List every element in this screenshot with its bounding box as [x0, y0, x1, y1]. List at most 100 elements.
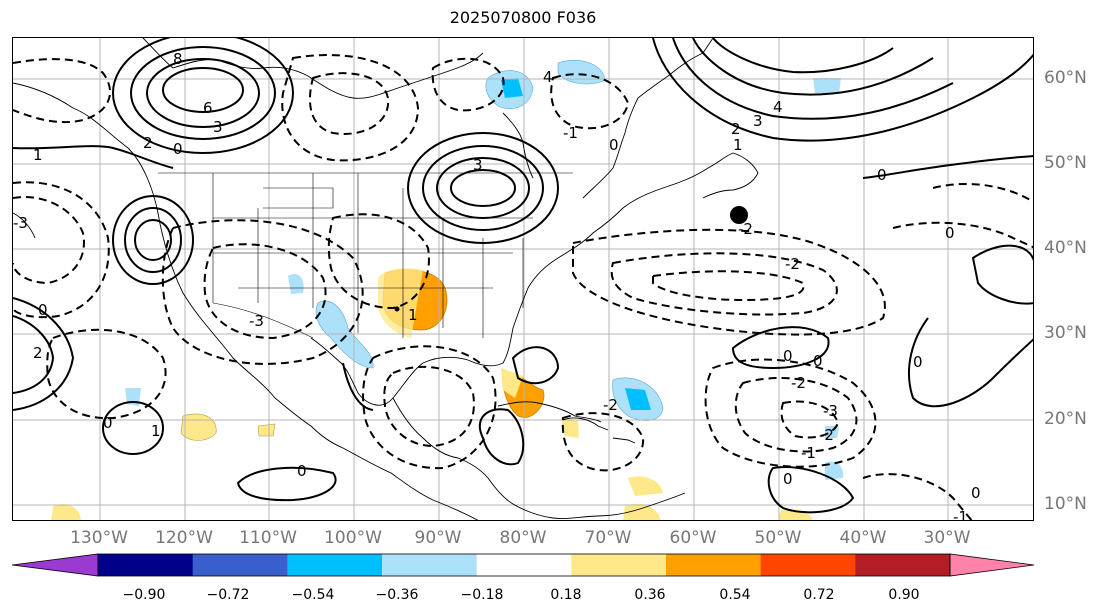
cb-tick-label: 0.18 — [550, 587, 582, 603]
label-neg3b: -3 — [823, 402, 838, 420]
lon-label-130w: 130°W — [70, 528, 128, 548]
colorbar-right-arrow — [949, 553, 1035, 577]
shade-positive-pacific2 — [257, 423, 276, 437]
label-0h: 0 — [783, 470, 793, 488]
map-title: 2025070800 F036 — [449, 8, 597, 27]
shade-negative-mid2 — [825, 426, 839, 438]
cb-tick-label: −0.18 — [460, 587, 504, 603]
lon-label-100w: 100°W — [324, 528, 382, 548]
label-2: 2 — [143, 134, 153, 152]
cb-tick-label: −0.90 — [122, 587, 166, 603]
shade-negative-texas — [315, 300, 374, 369]
label-neg2: -2 — [738, 220, 753, 238]
colorbar-bin — [98, 554, 194, 576]
label-6: 6 — [203, 99, 213, 117]
label-0: 0 — [173, 140, 183, 158]
label-3b: 3 — [473, 156, 483, 174]
lat-label-20n: 20°N — [1044, 409, 1087, 429]
label-0j: 0 — [103, 414, 113, 432]
cb-tick-label: 0.36 — [634, 587, 666, 603]
label-1: 1 — [33, 146, 43, 164]
shade-positive-carib2 — [623, 503, 661, 520]
colorbar-bin — [382, 554, 478, 576]
lon-label-30w: 30°W — [923, 528, 971, 548]
map-svg: 8 6 3 3 2 0 1 0 4 3 2 -2 -2 0 -3 0 0 0 0… — [13, 38, 1033, 521]
lat-label-40n: 40°N — [1044, 238, 1087, 258]
contour-labels: 8 6 3 3 2 0 1 0 4 3 2 -2 -2 0 -3 0 0 0 0… — [13, 50, 981, 521]
colorbar-bin — [571, 554, 667, 576]
label-2c: 2 — [33, 344, 43, 362]
location-marker — [730, 206, 748, 224]
label-neg1c: -1 — [563, 124, 578, 142]
cb-tick-label: −0.72 — [206, 587, 250, 603]
lat-label-10n: 10°N — [1044, 494, 1087, 514]
label-0e: 0 — [783, 347, 793, 365]
label-neg2e: -2 — [603, 396, 618, 414]
label-4: 4 — [773, 98, 783, 116]
colorbar-frame — [97, 553, 951, 577]
label-neg1b: -1 — [953, 508, 968, 521]
label-0g: 0 — [913, 353, 923, 371]
lon-label-40w: 40°W — [839, 528, 887, 548]
label-neg2b: -2 — [785, 255, 800, 273]
map-panel: 8 6 3 3 2 0 1 0 4 3 2 -2 -2 0 -3 0 0 0 0… — [12, 37, 1034, 521]
label-neg3c: -3 — [13, 214, 28, 232]
label-3c: 3 — [753, 112, 763, 130]
shade-negative-greenland — [813, 78, 841, 93]
shade-negative-rockies — [288, 273, 304, 294]
label-neg1: -1 — [801, 444, 816, 462]
label-0l: 0 — [609, 136, 619, 154]
label-8: 8 — [173, 50, 183, 68]
cb-tick-label: −0.36 — [375, 587, 419, 603]
shade-positive-midwest-edge — [377, 268, 423, 338]
graticule — [13, 38, 1033, 520]
label-neg2d: -2 — [819, 426, 834, 444]
lat-label-30n: 30°N — [1044, 323, 1087, 343]
contours-negative — [13, 54, 1033, 520]
cb-tick-label: −0.54 — [291, 587, 335, 603]
shade-positive-south — [778, 509, 813, 520]
label-1d: 1 — [408, 306, 418, 324]
cb-tick-label: 0.72 — [803, 587, 835, 603]
colorbar-bin — [760, 554, 856, 576]
lat-label-50n: 50°N — [1044, 153, 1087, 173]
label-0f: 0 — [813, 352, 823, 370]
label-4b: 4 — [543, 68, 553, 86]
label-1c: 1 — [733, 136, 743, 154]
shade-positive-carib — [628, 476, 663, 496]
colorbar-bins — [98, 554, 951, 576]
label-0k: 0 — [297, 462, 307, 480]
label-neg3: -3 — [249, 312, 264, 330]
label-0b: 0 — [877, 166, 887, 184]
cb-tick-label: 0.90 — [888, 587, 920, 603]
colorbar — [11, 553, 1035, 577]
label-neg2c: -2 — [791, 374, 806, 392]
lon-label-50w: 50°W — [754, 528, 802, 548]
label-0c: 0 — [945, 224, 955, 242]
lat-label-60n: 60°N — [1044, 68, 1087, 88]
cb-tick-label: 0.54 — [719, 587, 751, 603]
colorbar-bin — [855, 554, 951, 576]
lon-label-80w: 80°W — [499, 528, 547, 548]
shade-positive-hispaniola — [561, 418, 579, 438]
lon-label-110w: 110°W — [239, 528, 297, 548]
lon-label-120w: 120°W — [155, 528, 213, 548]
shade-negative-mid — [825, 461, 844, 480]
coastlines — [13, 38, 759, 520]
colorbar-bin — [192, 554, 288, 576]
shade-negative-hudson-core — [501, 78, 523, 98]
shading-layer — [51, 60, 844, 520]
lon-label-70w: 70°W — [584, 528, 632, 548]
label-3: 3 — [213, 118, 223, 136]
label-0i: 0 — [971, 484, 981, 502]
colorbar-bin — [287, 554, 383, 576]
shade-positive-pacific3 — [51, 504, 81, 520]
colorbar-left-arrow — [11, 553, 99, 577]
colorbar-bin — [476, 554, 572, 576]
small-marker — [394, 306, 400, 312]
lon-label-60w: 60°W — [669, 528, 717, 548]
contours-positive — [13, 38, 1033, 514]
lon-label-90w: 90°W — [414, 528, 462, 548]
shade-negative-arctic — [557, 60, 606, 85]
shade-positive-pacific — [180, 413, 217, 441]
